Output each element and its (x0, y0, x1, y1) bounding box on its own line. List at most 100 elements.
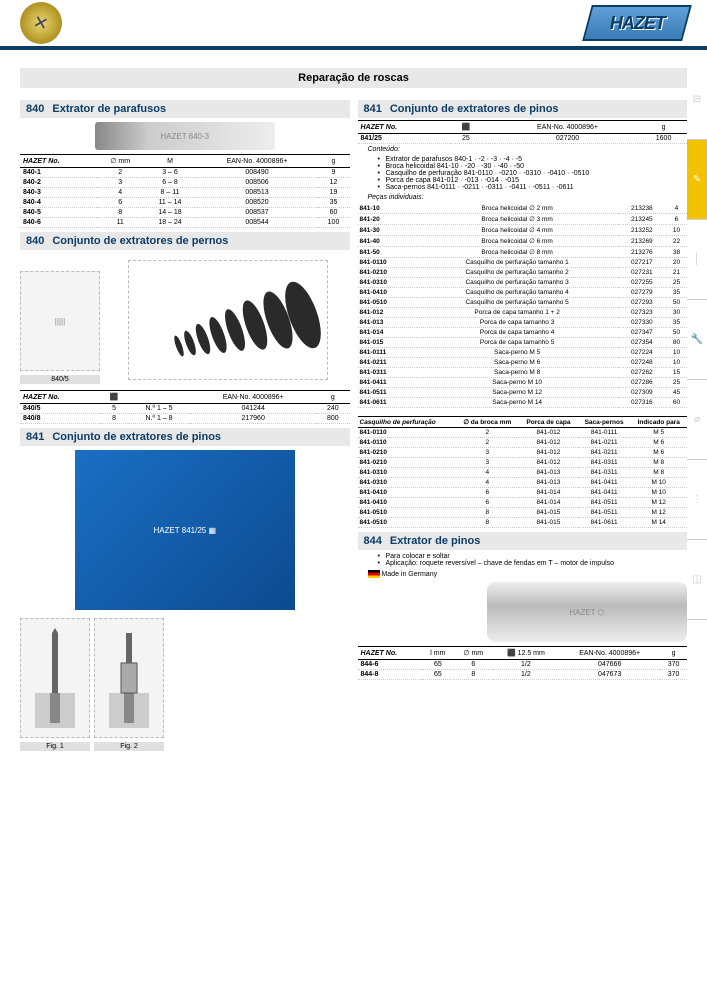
table-row: 840-5814 – 1800853760 (20, 208, 350, 218)
side-tab[interactable]: ◫ (687, 540, 707, 620)
table-row: 841-0511Saca-perno M 1202730945 (358, 388, 688, 398)
table-row: 841-0410Casquilho de perfuração tamanho … (358, 288, 688, 298)
table-row: 841-0111Saca-perno M 502722410 (358, 348, 688, 358)
th-no: HAZET No. (358, 121, 450, 134)
th-weight: g (660, 647, 687, 660)
table-row: 841-50Broca helicoidal ∅ 8 mm21327638 (358, 247, 688, 258)
table-row: 841-0211Saca-perno M 602724810 (358, 358, 688, 368)
side-tab-active[interactable]: ✎ (687, 140, 707, 220)
th-no: HAZET No. (358, 647, 422, 660)
table-row: 841-20Broca helicoidal ∅ 3 mm2132456 (358, 214, 688, 225)
table-row: 841-05108841-015841-0611M 14 (358, 518, 688, 528)
table-841top: HAZET No. ⬛ EAN-No. 4000896+ g 841/25250… (358, 120, 688, 144)
content-columns: 840 Extrator de parafusos HAZET 840-3 HA… (0, 96, 707, 755)
th-m: M (143, 155, 196, 168)
section-header-841a: 841 Conjunto de extratores de pinos (20, 428, 350, 446)
right-column: 841 Conjunto de extratores de pinos HAZE… (358, 96, 688, 755)
table-844: HAZET No. l mm ∅ mm ⬛ 12.5 mm EAN-No. 40… (358, 646, 688, 680)
page-header: HAZET (0, 0, 707, 50)
table-row: 841/25250272001600 (358, 134, 688, 144)
flag-icon (368, 570, 380, 578)
table-row: 840/55N.º 1 – 5041244240 (20, 404, 350, 414)
table-row: 841-0310Casquilho de perfuração tamanho … (358, 278, 688, 288)
page-title: Reparação de roscas (20, 68, 687, 88)
th-desc (128, 391, 190, 404)
product-image-extractor: HAZET 840-3 (95, 122, 275, 150)
section-num: 840 (26, 235, 44, 247)
list-item: Porca de capa 841-012 · -013 · -014 · -0… (378, 177, 678, 184)
th-ean: EAN-No. 4000896+ (190, 391, 316, 404)
table-row: 844-86581/2047673370 (358, 670, 688, 680)
table-row: 841-30Broca helicoidal ∅ 4 mm21325210 (358, 225, 688, 236)
table-row: 840-123 – 60084909 (20, 168, 350, 178)
table-row: 841-0110Casquilho de perfuração tamanho … (358, 258, 688, 268)
fig-caption: Fig. 1 (20, 742, 90, 751)
section-num: 844 (364, 535, 382, 547)
list-item: Extrator de parafusos 840-1 · -2 · -3 · … (378, 156, 678, 163)
th-pcs: ⬛ (100, 391, 128, 404)
section-name: Conjunto de extratores de pinos (390, 103, 559, 115)
table-row: 841-03104841-013841-0311M 8 (358, 468, 688, 478)
section-name: Extrator de parafusos (52, 103, 166, 115)
table-row: 841-01102841-012841-0211M 6 (358, 438, 688, 448)
section-header-840set: 840 Conjunto de extratores de pernos (20, 232, 350, 250)
table-row: 841-0411Saca-perno M 1002728625 (358, 378, 688, 388)
table-row: 841-0210Casquilho de perfuração tamanho … (358, 268, 688, 278)
table-row: 841-04106841-014841-0511M 12 (358, 498, 688, 508)
side-tab[interactable]: 🔧 (687, 300, 707, 380)
catalog-page: ⊟ ✎ │ 🔧 ⌀ ⋮ ◫ HAZET Reparação de roscas … (0, 0, 707, 755)
table-row: 841-40Broca helicoidal ∅ 6 mm21326922 (358, 236, 688, 247)
figure-row: Fig. 1 Fig. 2 (20, 614, 350, 751)
side-tab[interactable]: ⌀ (687, 380, 707, 460)
table-row: 840-61118 – 24008544100 (20, 218, 350, 228)
th-ean: EAN-No. 4000896+ (197, 155, 318, 168)
th-ean: EAN-No. 4000896+ (559, 647, 660, 660)
table-841parts: 841-10Broca helicoidal ∅ 2 mm2132384841-… (358, 203, 688, 408)
side-tab[interactable]: ⊟ (687, 60, 707, 140)
table-row: 841-05108841-015841-0511M 12 (358, 508, 688, 518)
table-row: 841-0311Saca-perno M 802726215 (358, 368, 688, 378)
section-num: 840 (26, 103, 44, 115)
table-row: 840-348 – 1100851319 (20, 188, 350, 198)
category-icon (20, 2, 62, 44)
section-header-840: 840 Extrator de parafusos (20, 100, 350, 118)
side-tab[interactable]: │ (687, 220, 707, 300)
product-image-set8 (128, 260, 328, 380)
table-row: 840-236 – 800850612 (20, 178, 350, 188)
brand-logo: HAZET (582, 5, 692, 41)
section-header-844: 844 Extrator de pinos (358, 532, 688, 550)
section-header-841b: 841 Conjunto de extratores de pinos (358, 100, 688, 118)
table-row: 841-02103841-012841-0311M 8 (358, 458, 688, 468)
bullets-844: Para colocar e soltarAplicação: roquete … (368, 553, 678, 567)
table-row: 840/88N.º 1 – 8217960800 (20, 414, 350, 424)
contents-title: Conteúdo: (368, 146, 678, 153)
th-no: HAZET No. (20, 391, 100, 404)
th-pcs: ⬛ (450, 121, 482, 134)
section-num: 841 (26, 431, 44, 443)
th-d: ∅ mm (454, 647, 493, 660)
image-label: 840/5 (20, 375, 100, 384)
table-row: 841-01102841-012841-0111M 5 (358, 428, 688, 438)
table-row: 841-04106841-014841-0411M 10 (358, 488, 688, 498)
section-name: Conjunto de extratores de pinos (52, 431, 221, 443)
section-name: Extrator de pinos (390, 535, 480, 547)
table-row: 841-015Porca de capa tamanho 502735480 (358, 338, 688, 348)
th-weight: g (316, 391, 349, 404)
list-item: Casquilho de perfuração 841-0110 · -0210… (378, 170, 678, 177)
product-image-row: ||||| 840/5 (20, 256, 350, 384)
made-in: Made in Germany (368, 570, 678, 578)
th-no: HAZET No. (20, 155, 97, 168)
individual-title: Peças individuais: (368, 194, 678, 201)
table-row: 841-012Porca de capa tamanho 1 + 2027323… (358, 308, 688, 318)
th-weight: g (640, 121, 687, 134)
section-name: Conjunto de extratores de pernos (52, 235, 228, 247)
contents-list: Extrator de parafusos 840-1 · -2 · -3 · … (368, 156, 678, 191)
diagram-fig2 (94, 618, 164, 738)
th-dia: ∅ mm (97, 155, 144, 168)
th-l: l mm (422, 647, 454, 660)
left-column: 840 Extrator de parafusos HAZET 840-3 HA… (20, 96, 350, 755)
table-row: 841-0510Casquilho de perfuração tamanho … (358, 298, 688, 308)
side-tab[interactable]: ⋮ (687, 460, 707, 540)
diagram-fig1 (20, 618, 90, 738)
brand-text: HAZET (610, 13, 665, 34)
